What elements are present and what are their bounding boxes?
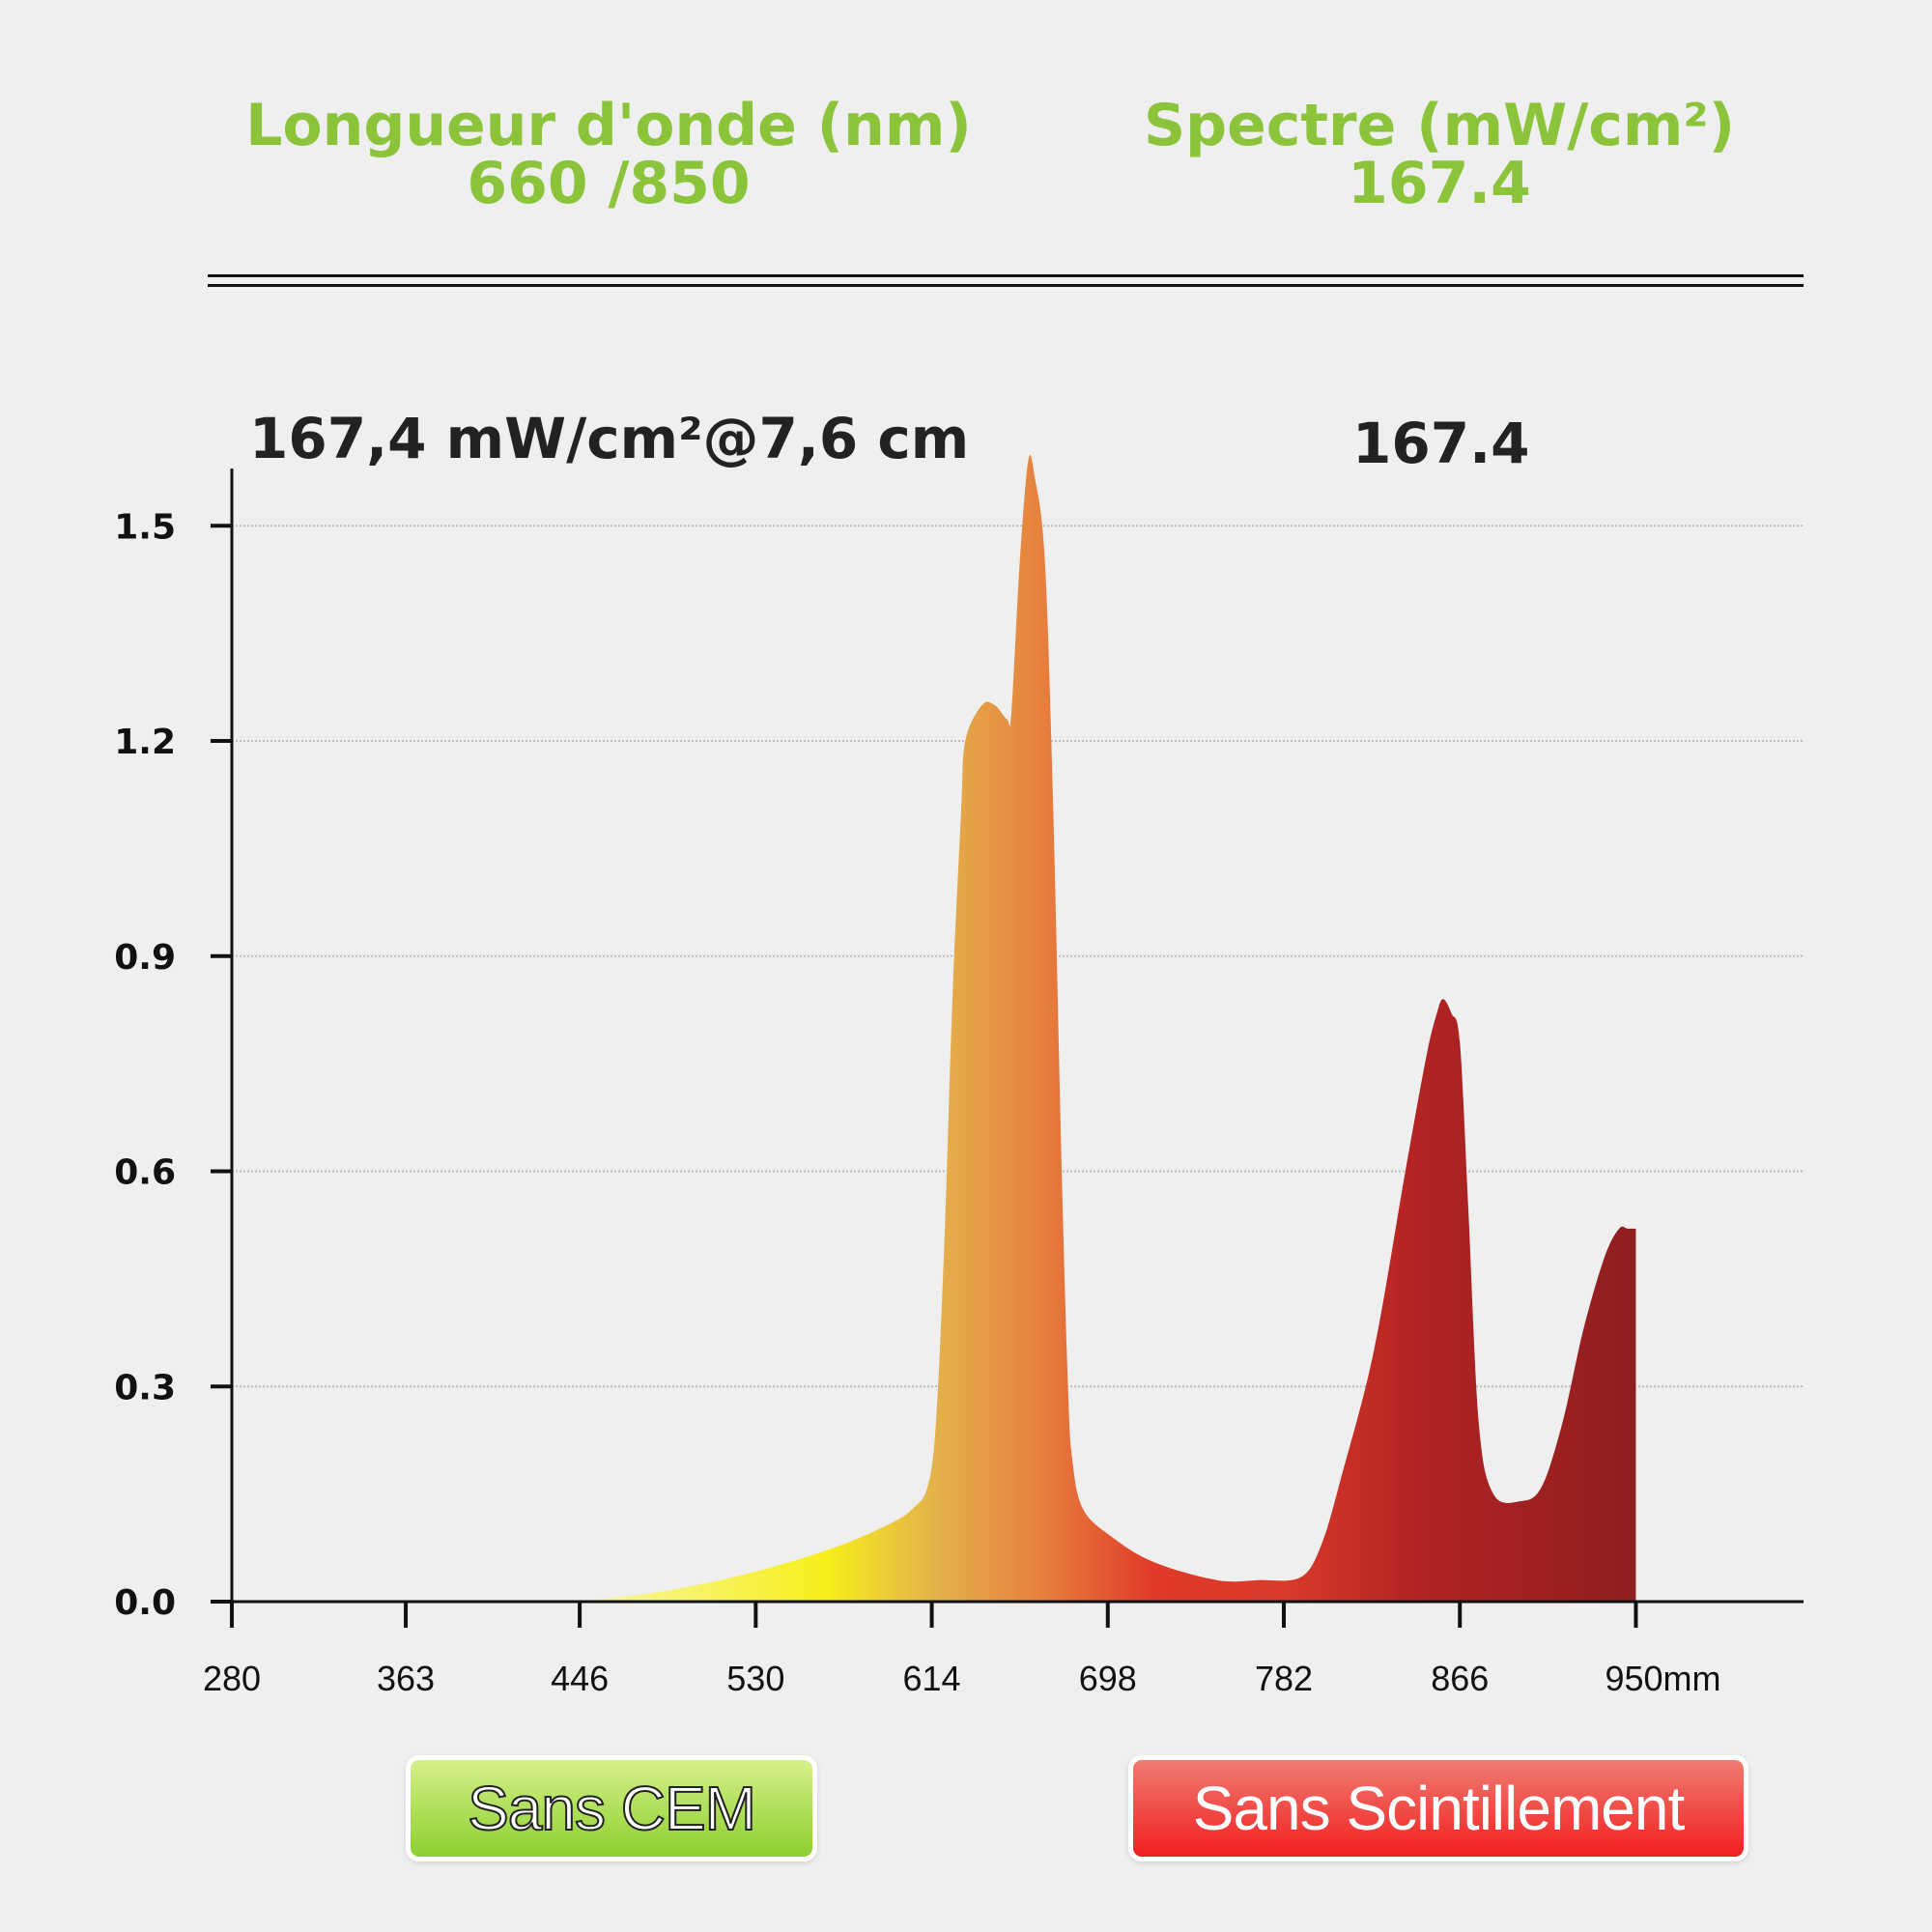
spectrum-value: 167.4 — [1348, 150, 1531, 217]
wavelength-value: 660 /850 — [467, 150, 751, 217]
x-tick-label: 530 — [726, 1659, 784, 1698]
spectrum-area — [580, 454, 1636, 1602]
x-tick-label: 782 — [1255, 1659, 1313, 1698]
irradiance-value-label: 167.4 — [1352, 411, 1530, 476]
header-divider-bottom — [208, 284, 1804, 287]
no-emf-label: Sans CEM — [467, 1773, 757, 1844]
wavelength-title: Longueur d'onde (nm) — [245, 92, 972, 159]
flicker-free-badge: Sans Scintillement — [1128, 1755, 1748, 1861]
x-tick-label: 866 — [1431, 1659, 1489, 1698]
spectrum-header: Spectre (mW/cm²) 167.4 — [1005, 97, 1874, 213]
spectrum-title: Spectre (mW/cm²) — [1143, 92, 1736, 159]
header-divider-top — [208, 274, 1804, 277]
y-tick-label: 0.0 — [114, 1583, 176, 1623]
no-emf-badge: Sans CEM — [406, 1755, 817, 1861]
flicker-free-label: Sans Scintillement — [1192, 1774, 1685, 1843]
x-tick-label: 614 — [903, 1659, 961, 1698]
spectrum-chart: 0.0 0.3 0.6 0.9 1.2 1.5 280 363 446 530 614 698 782… — [114, 454, 1804, 1698]
wavelength-header: Longueur d'onde (nm) 660 /850 — [174, 97, 1043, 213]
y-tick-label: 0.6 — [114, 1153, 176, 1193]
x-tick-label: 280 — [203, 1659, 261, 1698]
y-tick-label: 0.3 — [114, 1368, 176, 1407]
y-tick-label: 0.9 — [114, 938, 176, 978]
y-tick-label: 1.5 — [114, 507, 176, 547]
x-tick-label: 698 — [1079, 1659, 1137, 1698]
irradiance-distance-label: 167,4 mW/cm²@7,6 cm — [249, 406, 970, 471]
x-tick-label: 950mm — [1605, 1659, 1720, 1698]
x-tick-label: 363 — [377, 1659, 435, 1698]
y-tick-label: 1.2 — [114, 723, 176, 762]
x-tick-label: 446 — [551, 1659, 609, 1698]
